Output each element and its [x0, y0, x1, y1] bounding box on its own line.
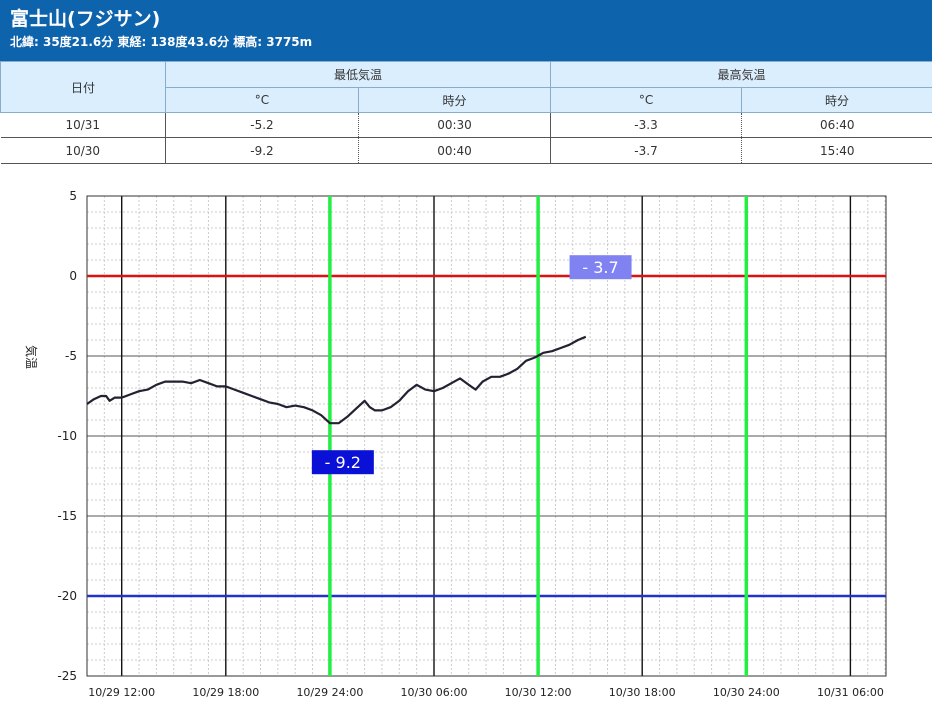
- row-min-time: 00:30: [357, 112, 551, 138]
- min-temp-header: 最低気温: [164, 61, 552, 88]
- row-max-time: 15:40: [741, 137, 932, 164]
- row-min-time: 00:40: [357, 137, 551, 164]
- row-min-temp: -9.2: [165, 137, 359, 164]
- y-tick-label: -5: [65, 349, 77, 363]
- row-max-temp: -3.3: [550, 112, 742, 138]
- x-tick-label: 10/29 18:00: [192, 686, 259, 699]
- row-max-temp: -3.7: [550, 137, 742, 164]
- min-unit-header: °C: [165, 87, 359, 113]
- table-row: 10/30 -9.2 00:40 -3.7 15:40: [0, 137, 932, 164]
- y-tick-label: -20: [57, 589, 77, 603]
- plot-frame: [86, 195, 887, 677]
- min-temp-badge: [311, 450, 374, 475]
- row-min-temp: -5.2: [165, 112, 359, 138]
- min-temp-annotation: - 9.2: [325, 453, 361, 472]
- y-tick-label: -15: [57, 509, 77, 523]
- date-header: 日付: [0, 61, 166, 113]
- temperature-series-line: [86, 335, 587, 425]
- max-temp-annotation: - 3.7: [582, 258, 618, 277]
- x-tick-label: 10/31 06:00: [817, 686, 884, 699]
- max-temp-badge: [569, 255, 632, 280]
- table-row: 10/31 -5.2 00:30 -3.3 06:40: [0, 112, 932, 138]
- row-max-time: 06:40: [741, 112, 932, 138]
- y-tick-label: -10: [57, 429, 77, 443]
- max-temp-header: 最高気温: [550, 61, 932, 88]
- y-tick-label: -25: [57, 669, 77, 683]
- station-title: 富士山(フジサン): [10, 8, 161, 30]
- station-coords: 北緯: 35度21.6分 東経: 138度43.6分 標高: 3775m: [10, 35, 313, 49]
- max-unit-header: °C: [550, 87, 743, 113]
- x-tick-label: 10/29 12:00: [88, 686, 155, 699]
- x-tick-label: 10/30 06:00: [401, 686, 468, 699]
- temperature-chart: 5 0 -5 -10 -15 -20 -25 10/29 12:00 10/29 18:00 1…: [24, 189, 887, 699]
- y-axis-label: 気温: [24, 345, 39, 369]
- temperature-table: 日付 最低気温 最高気温 °C 時分 °C 時分 10/31 -5.2 00:3…: [0, 61, 932, 164]
- y-tick-label: 5: [69, 189, 77, 203]
- y-tick-label: 0: [69, 269, 77, 283]
- min-time-header: 時分: [357, 87, 552, 113]
- row-date: 10/31: [0, 112, 166, 138]
- x-tick-label: 10/29 24:00: [296, 686, 363, 699]
- station-header: 富士山(フジサン) 北緯: 35度21.6分 東経: 138度43.6分 標高:…: [0, 0, 932, 61]
- x-tick-label: 10/30 18:00: [609, 686, 676, 699]
- x-tick-label: 10/30 24:00: [713, 686, 780, 699]
- row-date: 10/30: [0, 137, 166, 164]
- max-time-header: 時分: [741, 87, 932, 113]
- x-tick-label: 10/30 12:00: [505, 686, 572, 699]
